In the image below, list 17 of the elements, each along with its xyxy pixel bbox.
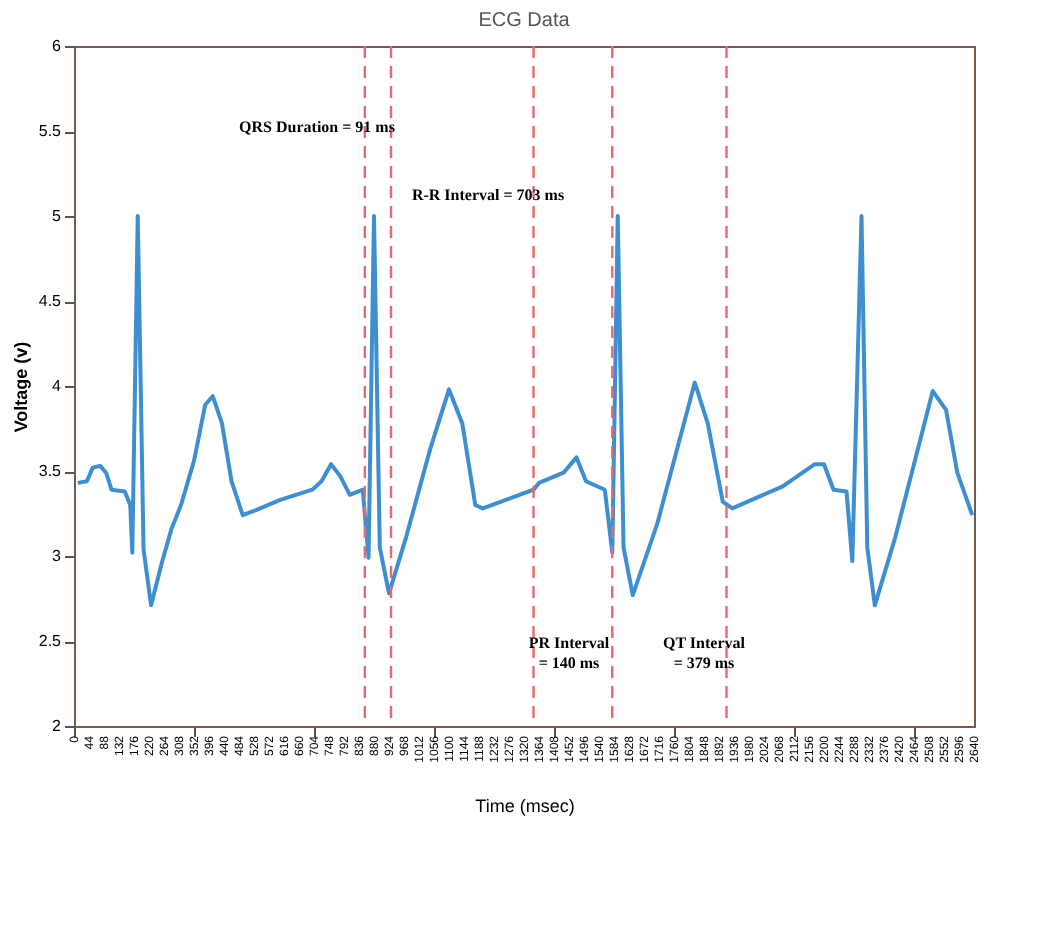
line-series — [75, 214, 975, 608]
y-tick-label: 2.5 — [38, 632, 63, 650]
annotation: R-R Interval = 703 ms — [411, 185, 565, 204]
y-tick-label: 5.5 — [38, 122, 63, 140]
annotation: QT Interval = 379 ms — [663, 634, 747, 673]
x-axis-title: Time (msec) — [475, 796, 575, 816]
chart-title: ECG Data — [478, 10, 571, 32]
annotation: QRS Duration = 91 ms — [239, 117, 395, 136]
y-tick-label: 3 — [52, 547, 63, 565]
y-tick-label: 2 — [52, 717, 63, 735]
y-tick-label: 5 — [52, 207, 63, 225]
y-tick-label: 4.5 — [38, 292, 63, 310]
y-tick-label: 6 — [52, 37, 63, 55]
y-tick-label: 4 — [52, 377, 63, 395]
y-axis-title: Voltage (v) — [10, 341, 31, 433]
y-tick-label: 3.5 — [38, 462, 63, 480]
annotation: PR Interval = 140 ms — [528, 634, 611, 673]
